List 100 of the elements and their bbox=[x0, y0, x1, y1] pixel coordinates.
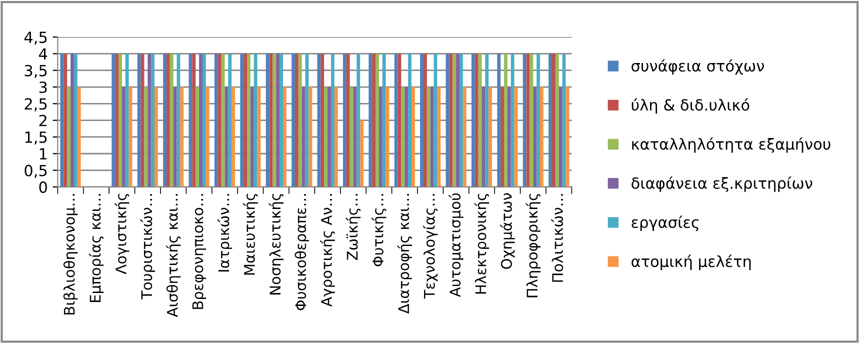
bar bbox=[77, 87, 81, 187]
bar bbox=[308, 87, 312, 187]
bar bbox=[449, 54, 453, 187]
bar bbox=[474, 54, 478, 187]
x-tick-label: Αγροτικής Αν… bbox=[320, 194, 335, 307]
x-tick-label: Τουριστικών… bbox=[140, 194, 155, 300]
y-tick-label: 0,5 bbox=[24, 164, 47, 178]
bar bbox=[507, 87, 511, 187]
bar bbox=[430, 87, 434, 187]
bar bbox=[280, 54, 283, 187]
bar bbox=[334, 87, 338, 187]
bar bbox=[137, 54, 141, 187]
x-tick-label: Τεχνολογίας… bbox=[422, 194, 438, 299]
bar bbox=[144, 87, 148, 187]
bar bbox=[401, 87, 405, 187]
bar bbox=[558, 87, 562, 187]
bar bbox=[298, 54, 302, 187]
bar bbox=[324, 87, 328, 187]
bar bbox=[250, 87, 254, 187]
bar bbox=[488, 87, 492, 187]
bar bbox=[330, 54, 334, 187]
bar bbox=[67, 87, 71, 187]
bar bbox=[420, 54, 424, 187]
bar bbox=[452, 54, 456, 187]
bar bbox=[423, 54, 427, 187]
bar bbox=[437, 87, 441, 187]
bar bbox=[548, 54, 552, 187]
legend-label: εργασίες bbox=[632, 216, 698, 232]
bar bbox=[232, 87, 236, 187]
bar bbox=[471, 54, 475, 187]
bar bbox=[170, 54, 174, 187]
bar bbox=[530, 54, 534, 187]
y-tick-label: 2,5 bbox=[24, 98, 47, 112]
bar bbox=[404, 87, 408, 187]
bar bbox=[115, 54, 119, 187]
bar bbox=[356, 54, 360, 187]
bar bbox=[154, 87, 158, 187]
bar bbox=[320, 54, 324, 187]
bar bbox=[151, 54, 154, 187]
bar bbox=[202, 54, 206, 187]
bar bbox=[376, 54, 379, 187]
y-tick-label: 3 bbox=[39, 81, 47, 94]
x-tick-label: Εμπορίας και… bbox=[88, 194, 104, 302]
bar bbox=[218, 54, 222, 187]
bar bbox=[163, 54, 166, 187]
bar bbox=[462, 87, 466, 187]
bar bbox=[552, 54, 556, 187]
bar bbox=[353, 87, 357, 187]
bar bbox=[302, 87, 306, 187]
bar bbox=[533, 87, 537, 187]
bar bbox=[412, 87, 415, 187]
x-tick-label: Ιατρικών… bbox=[217, 194, 232, 272]
x-tick-label: Διατροφής και… bbox=[397, 194, 412, 314]
legend-label: διαφάνεια εξ.κριτηρίων bbox=[632, 176, 812, 192]
x-tick-label: Αισθητικής και… bbox=[166, 194, 181, 318]
x-tick-label: Ηλεκτρονικής bbox=[474, 194, 490, 294]
y-tick-label: 3,5 bbox=[24, 64, 47, 78]
bar bbox=[368, 54, 372, 187]
bar bbox=[192, 54, 196, 187]
bar bbox=[382, 54, 386, 187]
y-tick-label: 1,5 bbox=[25, 132, 47, 145]
bar bbox=[504, 54, 508, 187]
bar bbox=[173, 87, 177, 187]
bar bbox=[70, 54, 74, 187]
bar bbox=[566, 87, 570, 187]
legend-label: ύλη & διδ.υλικό bbox=[632, 98, 750, 114]
y-tick-label: 4,5 bbox=[24, 32, 47, 45]
legend-label: ατομική μελέτη bbox=[632, 254, 751, 270]
bar bbox=[283, 87, 286, 187]
bar bbox=[378, 87, 382, 187]
bar bbox=[510, 54, 514, 187]
bar bbox=[148, 54, 152, 187]
bar bbox=[206, 87, 210, 187]
legend-label: καταλληλότητα εξαμήνου bbox=[632, 137, 830, 153]
x-tick-label: Οχημάτων bbox=[500, 193, 515, 269]
bar bbox=[342, 54, 346, 187]
bar bbox=[555, 54, 559, 187]
bar bbox=[522, 54, 526, 187]
y-tick-label: 2 bbox=[39, 114, 46, 126]
bar bbox=[394, 54, 398, 187]
bar bbox=[122, 87, 126, 187]
x-tick-label: Πληροφορικής bbox=[526, 194, 541, 298]
bar bbox=[540, 87, 544, 187]
bar bbox=[166, 54, 170, 187]
bar bbox=[74, 54, 78, 187]
bar bbox=[459, 54, 463, 187]
bar bbox=[372, 54, 376, 187]
bar bbox=[240, 54, 244, 187]
x-tick-label: Μαιευτικής bbox=[243, 194, 258, 275]
bar bbox=[497, 54, 501, 187]
bar bbox=[536, 54, 540, 187]
legend-label: συνάφεια στόχων bbox=[632, 59, 764, 75]
x-tick-label: Φυσικοθεραπε… bbox=[294, 194, 309, 310]
bar bbox=[272, 54, 276, 187]
bar bbox=[118, 54, 122, 187]
x-tick-label: Πολιτικών… bbox=[551, 194, 564, 282]
bar bbox=[180, 87, 184, 187]
x-tick-label: Βιβλιοθηκονομ… bbox=[63, 194, 78, 314]
bar bbox=[224, 87, 228, 187]
bar bbox=[426, 87, 430, 187]
